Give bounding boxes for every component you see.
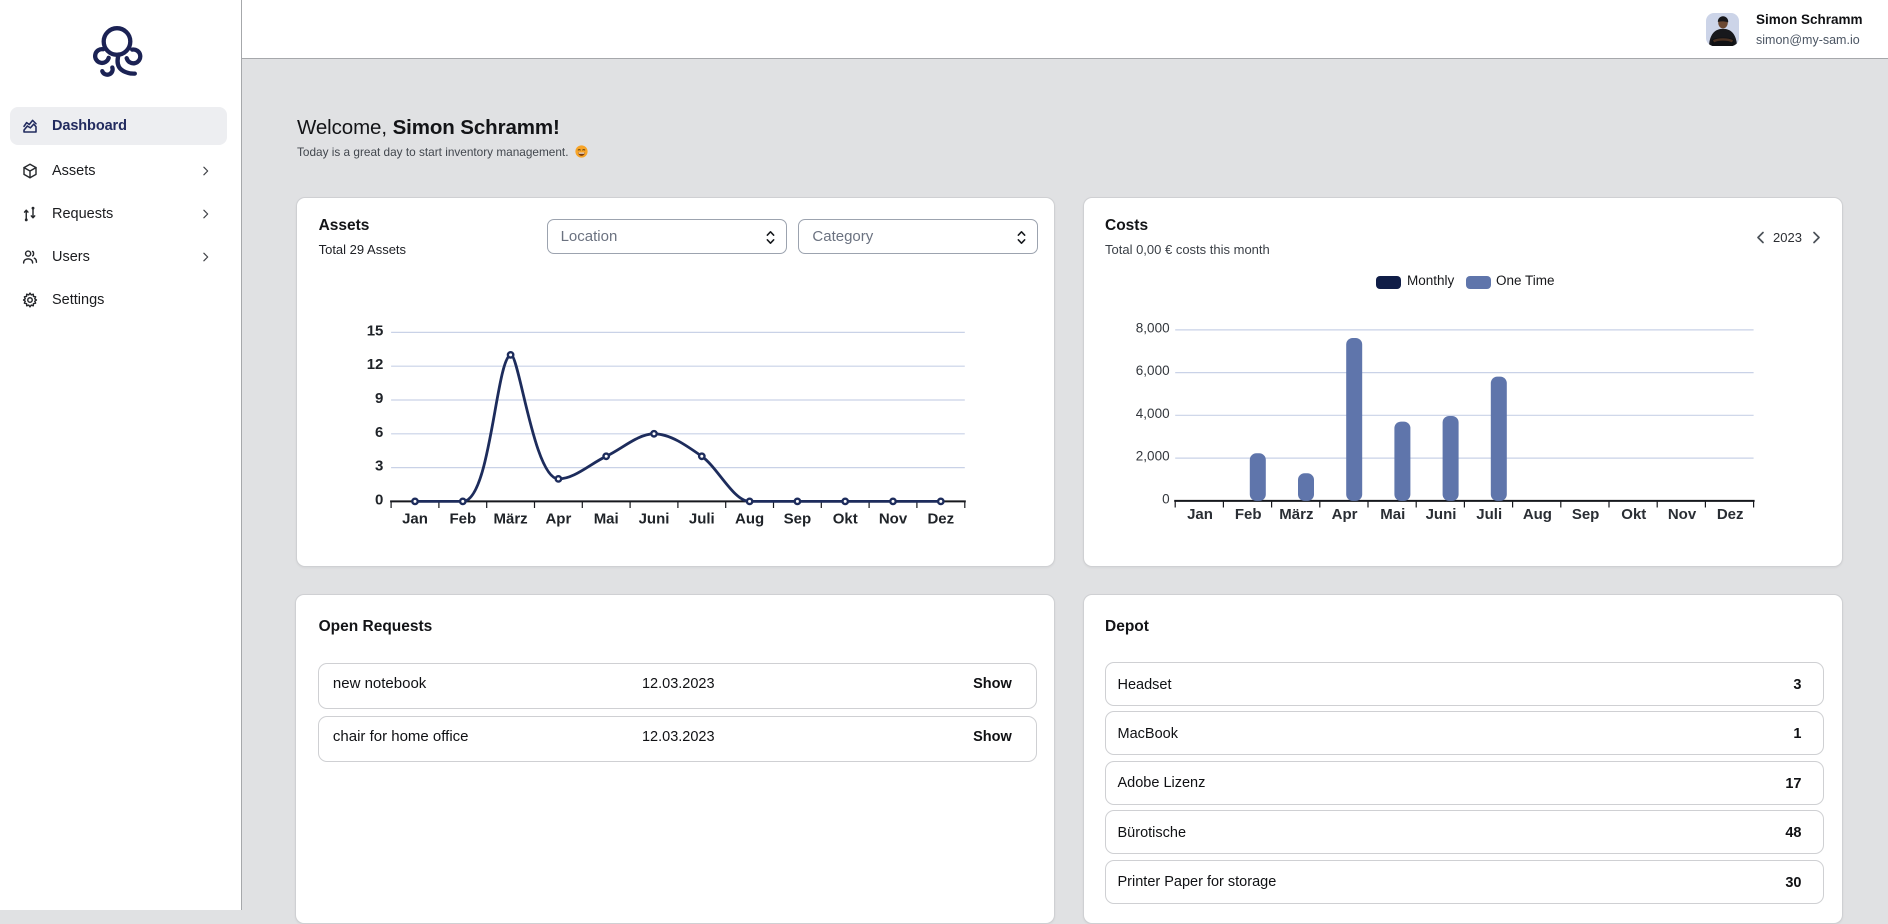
svg-text:6,000: 6,000	[1136, 363, 1170, 378]
svg-text:8,000: 8,000	[1136, 320, 1170, 335]
svg-text:Okt: Okt	[832, 510, 857, 527]
svg-text:Mai: Mai	[1380, 506, 1405, 523]
svg-text:Juli: Juli	[1476, 506, 1502, 523]
svg-text:Apr: Apr	[1332, 506, 1358, 523]
svg-text:Jan: Jan	[1187, 506, 1213, 523]
svg-text:12: 12	[366, 356, 383, 373]
svg-text:4,000: 4,000	[1136, 405, 1170, 420]
svg-text:Apr: Apr	[545, 510, 571, 527]
svg-text:0: 0	[1162, 491, 1170, 506]
svg-text:2,000: 2,000	[1136, 448, 1170, 463]
svg-text:Mai: Mai	[593, 510, 618, 527]
svg-text:März: März	[1279, 506, 1313, 523]
svg-text:Sep: Sep	[783, 510, 811, 527]
svg-text:Sep: Sep	[1572, 506, 1600, 523]
svg-text:Juni: Juni	[638, 510, 669, 527]
svg-text:Feb: Feb	[1235, 506, 1262, 523]
svg-text:6: 6	[375, 423, 383, 440]
svg-text:Dez: Dez	[927, 510, 954, 527]
svg-text:9: 9	[375, 390, 383, 407]
svg-text:3: 3	[375, 457, 383, 474]
svg-text:Dez: Dez	[1717, 506, 1744, 523]
svg-text:15: 15	[366, 322, 383, 339]
svg-text:Aug: Aug	[1523, 506, 1552, 523]
svg-text:Aug: Aug	[735, 510, 764, 527]
svg-text:Juli: Juli	[688, 510, 714, 527]
svg-text:Feb: Feb	[449, 510, 476, 527]
svg-text:Juni: Juni	[1426, 506, 1457, 523]
svg-text:Okt: Okt	[1621, 506, 1646, 523]
svg-text:Nov: Nov	[1668, 506, 1697, 523]
svg-text:Nov: Nov	[878, 510, 907, 527]
svg-text:März: März	[493, 510, 527, 527]
svg-text:0: 0	[375, 491, 383, 508]
svg-text:Jan: Jan	[402, 510, 428, 527]
